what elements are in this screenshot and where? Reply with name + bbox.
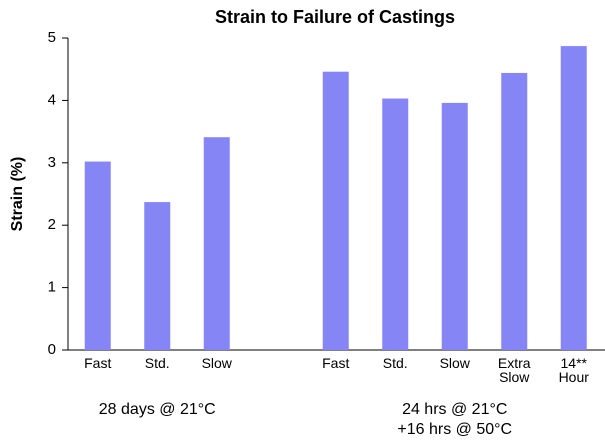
x-tick-label: Std. — [382, 355, 408, 371]
bar — [84, 161, 111, 350]
group-label: 28 days @ 21°C — [98, 401, 216, 418]
x-tick-label: Fast — [84, 355, 112, 371]
x-tick-label: Slow — [201, 355, 232, 371]
bar — [382, 98, 409, 350]
x-tick-label: Extra Slow — [497, 355, 531, 385]
y-tick-label: 4 — [48, 91, 56, 108]
y-tick-label: 3 — [48, 154, 56, 171]
bar — [322, 71, 349, 351]
chart-title: Strain to Failure of Castings — [215, 7, 455, 27]
y-tick-label: 0 — [48, 341, 56, 358]
x-tick-label: 14** Hour — [558, 355, 589, 385]
x-tick-label: Slow — [439, 355, 470, 371]
y-axis-label: Strain (%) — [9, 157, 26, 232]
y-tick-label: 1 — [48, 279, 56, 296]
y-tick-label: 5 — [48, 29, 56, 46]
bar — [144, 202, 171, 350]
group-label: 24 hrs @ 21°C — [402, 401, 508, 418]
x-tick-label: Fast — [322, 355, 350, 371]
bar — [203, 137, 230, 350]
y-tick-label: 2 — [48, 216, 56, 233]
x-tick-label: Std. — [144, 355, 170, 371]
group-label: +16 hrs @ 50°C — [397, 421, 513, 438]
bar — [501, 72, 528, 350]
bar — [441, 102, 468, 350]
bar — [560, 46, 587, 350]
